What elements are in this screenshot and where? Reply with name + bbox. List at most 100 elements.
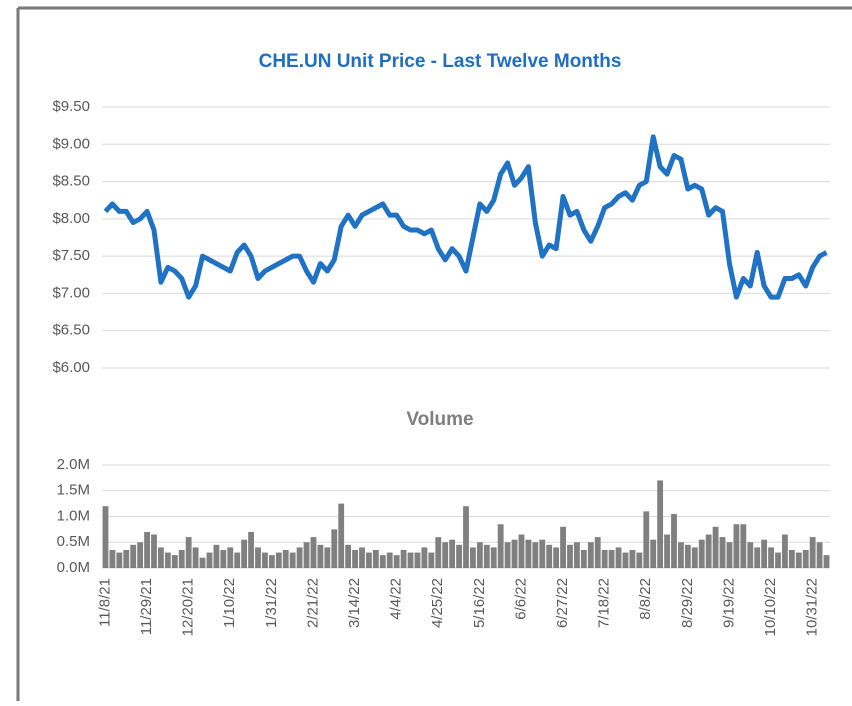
volume-bar — [213, 544, 220, 568]
volume-bar — [185, 537, 192, 568]
volume-bar — [490, 547, 497, 568]
volume-bar — [345, 544, 352, 568]
y-tick-label: 2.0M — [57, 456, 90, 473]
volume-bar — [768, 547, 774, 568]
volume-bar — [470, 547, 476, 568]
volume-bar — [317, 544, 324, 568]
volume-bar — [823, 555, 830, 568]
y-tick-label: 1.5M — [57, 482, 90, 499]
volume-bar — [733, 524, 740, 568]
volume-bar — [456, 544, 462, 568]
volume-bar — [747, 542, 754, 568]
volume-bar — [102, 506, 109, 568]
y-tick-label: $9.50 — [52, 98, 90, 115]
volume-bar — [601, 549, 608, 568]
volume-bar — [428, 552, 435, 568]
volume-bar — [698, 539, 705, 568]
volume-bar — [164, 552, 171, 568]
x-tick-label: 12/20/21 — [180, 578, 197, 636]
volume-bar — [123, 549, 130, 568]
volume-bar — [241, 539, 248, 568]
volume-bar — [567, 544, 573, 568]
volume-bar — [518, 534, 525, 568]
volume-bar — [525, 539, 532, 568]
volume-bar — [740, 524, 747, 568]
volume-bar — [393, 555, 400, 568]
volume-bar — [262, 552, 268, 568]
volume-bar — [116, 552, 123, 568]
y-tick-label: 0.0M — [57, 559, 90, 576]
volume-bar — [206, 552, 213, 568]
volume-bar — [331, 529, 338, 568]
volume-bar — [130, 544, 137, 568]
volume-bar — [275, 552, 282, 568]
volume-bar — [407, 552, 414, 568]
volume-bar — [532, 542, 539, 568]
volume-bar — [726, 542, 733, 568]
volume-bar — [220, 549, 227, 568]
volume-bar — [421, 547, 428, 568]
volume-bar — [560, 526, 566, 568]
y-tick-label: $7.00 — [52, 284, 90, 301]
volume-bar — [171, 555, 178, 568]
volume-bar — [553, 547, 560, 568]
x-tick-label: 5/16/22 — [471, 578, 488, 628]
y-tick-label: $6.50 — [52, 322, 90, 339]
volume-bar — [483, 544, 490, 568]
volume-bar — [178, 549, 185, 568]
volume-bar — [324, 547, 331, 568]
x-tick-label: 11/8/21 — [96, 578, 113, 627]
y-tick-label: $6.00 — [52, 359, 90, 376]
volume-bar — [400, 549, 407, 568]
volume-bar — [712, 526, 719, 568]
volume-bar — [303, 542, 310, 568]
y-tick-label: $8.50 — [52, 173, 90, 190]
volume-bar — [574, 542, 580, 568]
volume-bar — [580, 549, 587, 568]
volume-bar — [691, 547, 698, 568]
x-tick-label: 7/18/22 — [596, 578, 613, 628]
volume-bar — [546, 544, 553, 568]
volume-bar — [414, 552, 421, 568]
x-tick-label: 11/29/21 — [138, 578, 155, 635]
volume-bar — [192, 547, 199, 568]
volume-bar — [144, 531, 150, 568]
volume-bar — [754, 547, 761, 568]
volume-bar — [809, 537, 816, 568]
volume-bar — [511, 539, 518, 568]
price-line — [103, 134, 828, 300]
volume-bar — [234, 552, 241, 568]
volume-bar — [719, 537, 726, 568]
volume-bar — [684, 544, 691, 568]
volume-bar — [636, 552, 643, 568]
x-tick-label: 1/31/22 — [263, 578, 280, 628]
volume-bar — [497, 524, 504, 568]
volume-bar — [227, 547, 234, 568]
volume-bar — [248, 531, 254, 568]
volume-bar — [504, 542, 511, 568]
volume-bar — [788, 549, 795, 568]
volume-bar — [366, 552, 372, 568]
y-tick-label: $9.00 — [52, 135, 90, 152]
volume-bar — [775, 552, 781, 568]
x-tick-label: 10/10/22 — [762, 578, 779, 636]
volume-bar — [587, 542, 594, 568]
x-tick-label: 10/31/22 — [804, 578, 821, 636]
volume-bar — [608, 549, 615, 568]
volume-bar — [476, 542, 483, 568]
volume-bar — [643, 511, 650, 568]
volume-bar — [359, 547, 365, 568]
volume-bar — [705, 534, 712, 568]
volume-bar — [282, 549, 289, 568]
y-tick-label: $7.50 — [52, 247, 90, 264]
volume-bar — [671, 513, 677, 568]
volume-bar — [338, 503, 345, 568]
volume-bar — [137, 542, 144, 568]
volume-bar — [109, 549, 116, 568]
volume-bar — [372, 549, 379, 568]
volume-bar — [352, 549, 358, 568]
x-tick-label: 4/4/22 — [388, 578, 405, 620]
y-tick-label: 1.0M — [57, 507, 90, 524]
y-tick-label: $8.00 — [52, 210, 90, 227]
volume-bar — [310, 537, 317, 568]
